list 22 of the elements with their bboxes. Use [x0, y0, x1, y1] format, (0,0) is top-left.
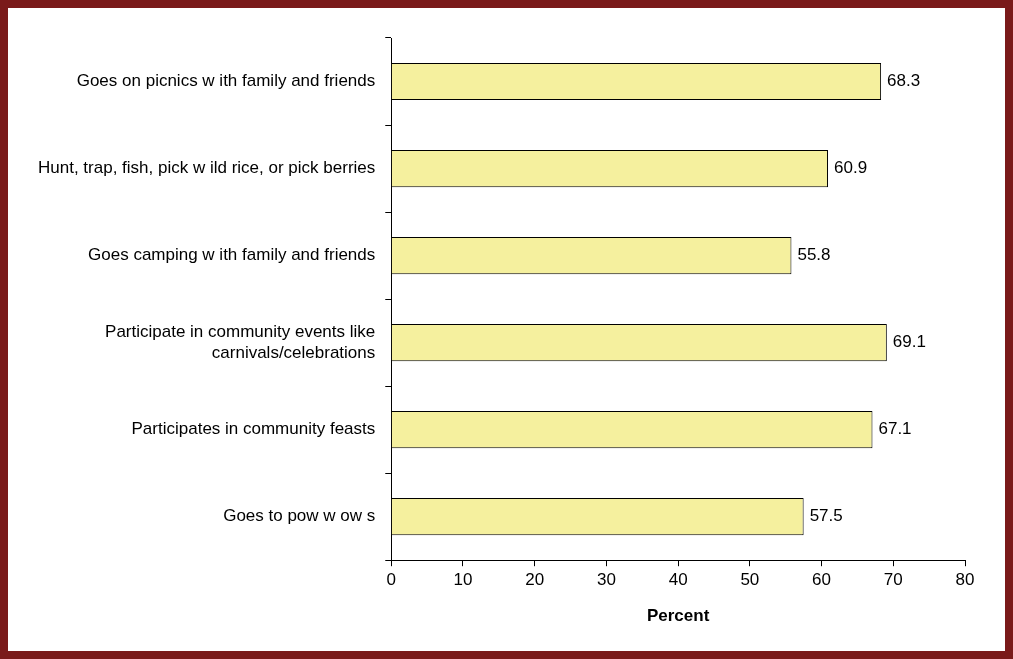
y-tick-label: Participate in community events like carnivals/celebrations	[105, 322, 376, 362]
x-tick-label: 30	[596, 570, 616, 590]
x-tick-label: 70	[883, 570, 903, 590]
x-tick-label: 80	[955, 570, 975, 590]
x-tick-label: 0	[386, 570, 397, 590]
y-tick-label: Goes to pow w ow s	[223, 506, 376, 526]
x-axis-title: Percent	[646, 606, 710, 626]
y-tick-label: Participates in community feasts	[131, 419, 376, 439]
data-label: 57.5	[809, 506, 843, 526]
data-label: 67.1	[878, 419, 912, 439]
x-tick-label: 10	[453, 570, 473, 590]
data-label: 68.3	[887, 71, 921, 91]
x-tick-label: 60	[812, 570, 832, 590]
x-tick-label: 20	[525, 570, 545, 590]
x-tick-label: 40	[668, 570, 688, 590]
y-tick-label: Goes on picnics w ith family and friends	[76, 71, 376, 91]
x-tick-label: 50	[740, 570, 760, 590]
data-label: 69.1	[892, 332, 926, 352]
data-label: 60.9	[834, 158, 868, 178]
y-tick-label: Goes camping w ith family and friends	[88, 245, 376, 265]
y-tick-label: Hunt, trap, fish, pick w ild rice, or pick berries	[38, 158, 376, 178]
data-label: 55.8	[797, 245, 831, 265]
